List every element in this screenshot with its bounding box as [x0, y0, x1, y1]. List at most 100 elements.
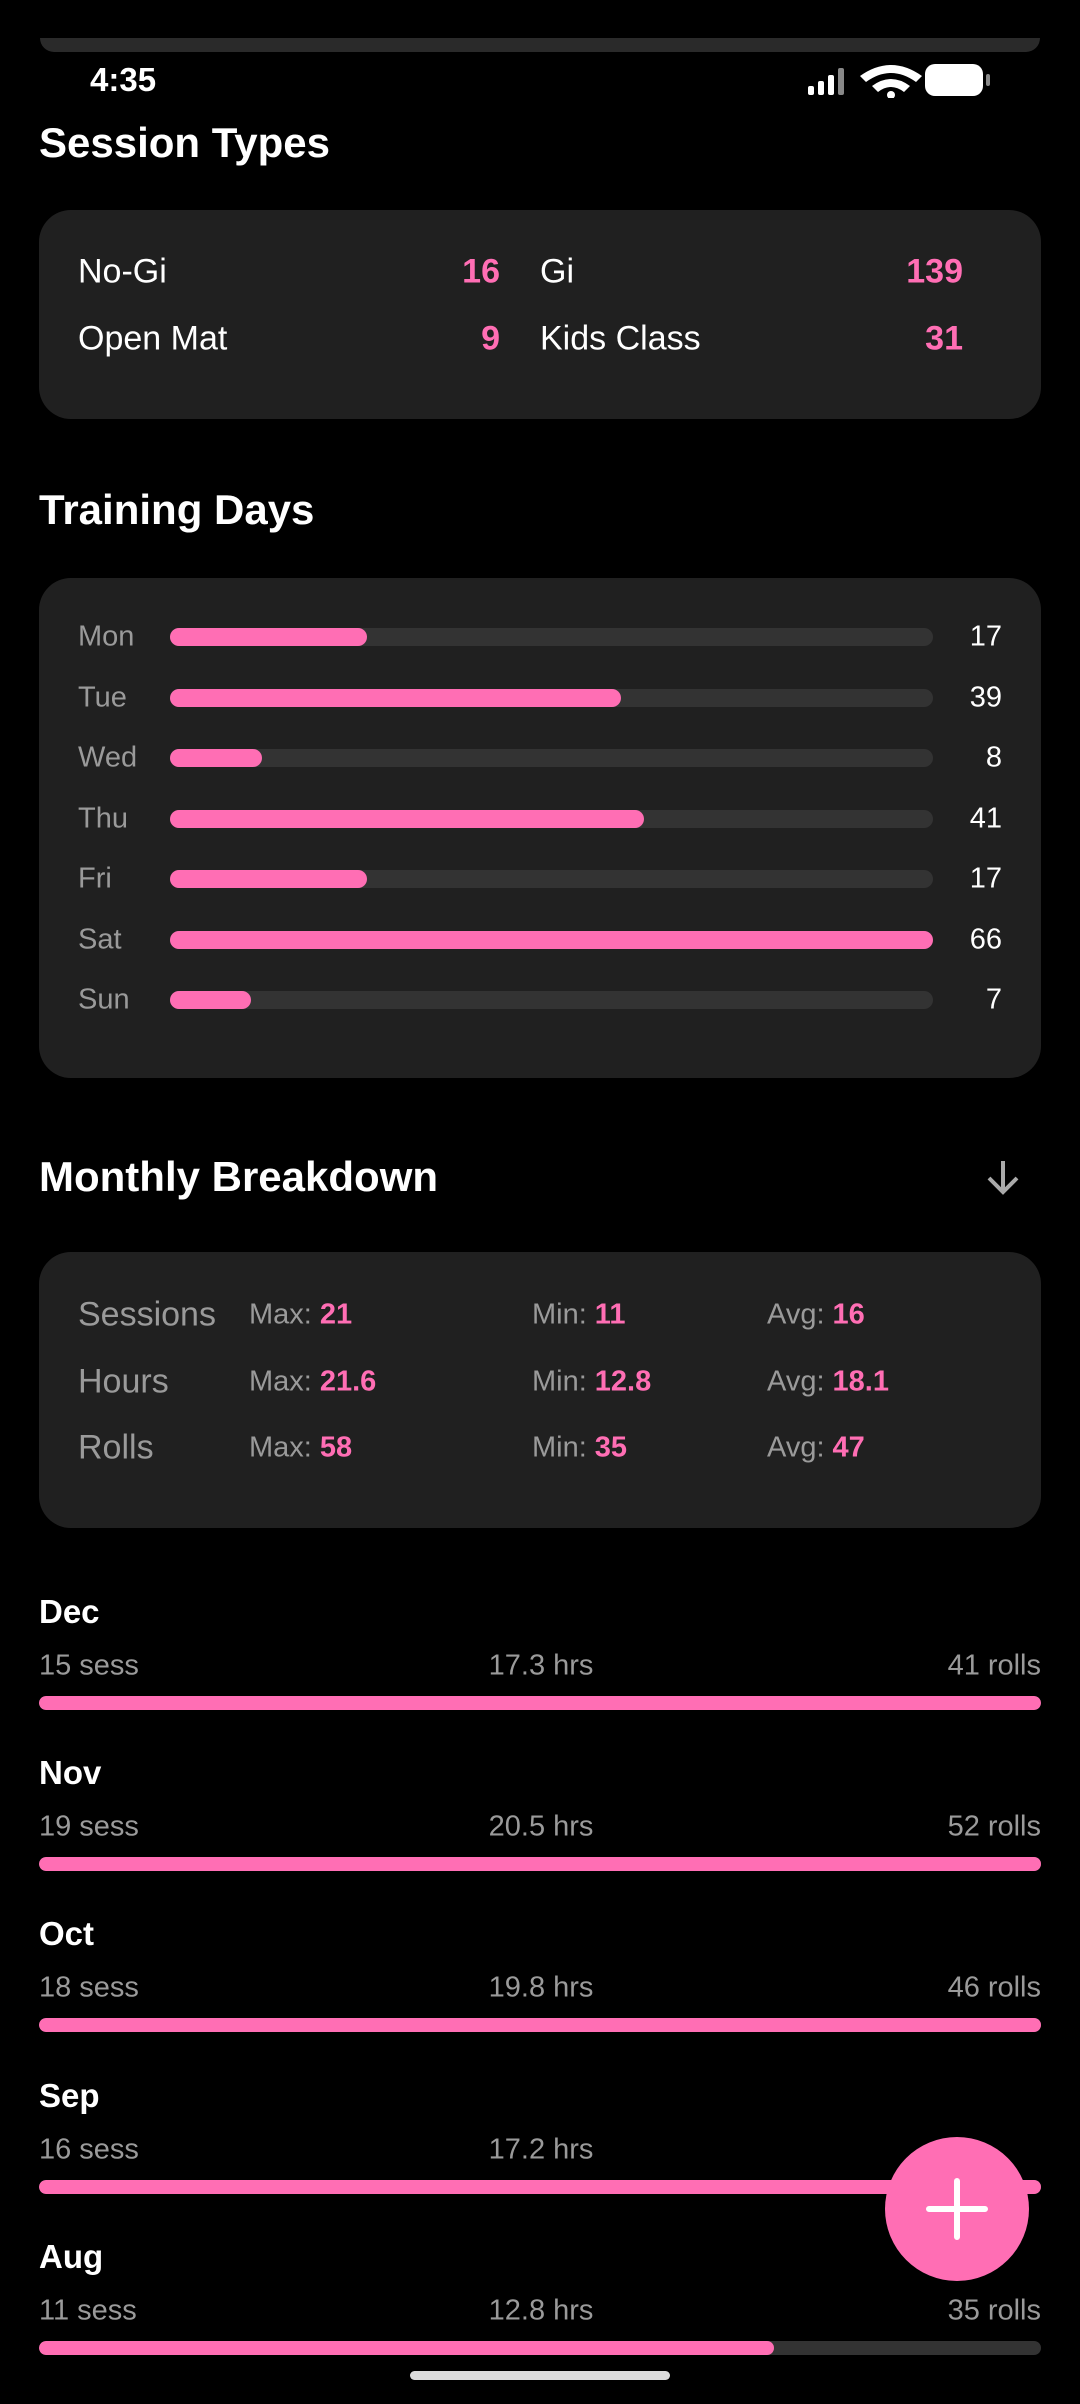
session-type-label: Gi: [540, 252, 574, 291]
card: [39, 210, 1041, 419]
section-title: Session Types: [39, 119, 331, 166]
month-rolls: 46 rolls: [948, 1972, 1041, 2005]
section-title: Monthly Breakdown: [39, 1153, 439, 1200]
month-hours: 17.3 hrs: [489, 1650, 594, 1683]
month-label: Dec: [39, 1593, 100, 1630]
month-rolls: 52 rolls: [948, 1811, 1041, 1844]
section-title: Training Days: [39, 486, 315, 533]
month-value: 46: [947, 1971, 980, 2004]
stat-cell: Max: 58: [249, 1432, 352, 1465]
stat-label: Rolls: [78, 1428, 154, 1467]
stat-cell: Max: 21: [249, 1299, 352, 1332]
month-bar: [39, 1857, 1041, 1872]
month-value: 11: [39, 2294, 70, 2327]
month-unit: sess: [77, 2294, 137, 2327]
stat-value: 58: [319, 1431, 353, 1464]
sort-button[interactable]: [983, 1157, 1023, 1197]
stat-name: Avg:: [767, 1365, 825, 1397]
status-time: 4:35: [90, 61, 157, 98]
day-label: Sat: [78, 923, 122, 955]
stat-cell: Min: 35: [532, 1432, 627, 1465]
session-type-count: 9: [481, 319, 500, 358]
stat-label: Hours: [78, 1362, 169, 1400]
month-value: 19.8: [488, 1971, 546, 2004]
month-track: [39, 1696, 1041, 1710]
month-value: 20.5: [488, 1810, 546, 1843]
day-label: Wed: [78, 741, 138, 774]
month-unit: sess: [79, 1971, 139, 2004]
month-label: Nov: [39, 1754, 102, 1792]
card: [39, 1252, 1041, 1528]
month-track: [39, 2018, 1041, 2033]
day-bar: [170, 870, 367, 888]
month-unit: hrs: [553, 1971, 594, 2004]
stat-cell: Max: 21.6: [249, 1365, 376, 1398]
month-hours: 17.2 hrs: [489, 2133, 594, 2166]
month-value: 18: [39, 1971, 72, 2004]
status-icons: [808, 64, 990, 98]
month-hours: 19.8 hrs: [489, 1972, 594, 2005]
month-unit: hrs: [553, 1810, 594, 1843]
stat-name: Avg:: [767, 1298, 825, 1331]
month-bar: [39, 1696, 1041, 1710]
month-label: Sep: [39, 2076, 100, 2114]
plus-icon: [926, 2178, 988, 2240]
stat-value: 11: [594, 1298, 626, 1331]
stat-name: Max:: [249, 1431, 312, 1464]
day-bar: [170, 991, 251, 1009]
day-label: Tue: [78, 681, 127, 713]
home-indicator: [410, 2371, 670, 2380]
day-label: Sun: [78, 983, 130, 1016]
stat-value: 47: [832, 1431, 865, 1464]
month-value: 19: [39, 1810, 72, 1843]
stat-cell: Min: 12.8: [532, 1365, 651, 1398]
month-label: Aug: [39, 2237, 104, 2275]
month-unit: hrs: [553, 2294, 594, 2327]
month-hours: 12.8 hrs: [489, 2294, 594, 2327]
month-unit: rolls: [987, 2294, 1041, 2327]
month-unit: rolls: [987, 1971, 1041, 2004]
day-count: 41: [969, 802, 1002, 834]
month-sessions: 15 sess: [39, 1650, 139, 1683]
month-unit: rolls: [987, 1810, 1041, 1843]
stat-value: 18.1: [832, 1365, 889, 1397]
day-bar: [170, 688, 621, 707]
stat-name: Min:: [532, 1365, 587, 1397]
month-value: 52: [947, 1810, 980, 1843]
session-type-count: 16: [462, 252, 500, 291]
add-button[interactable]: [885, 2137, 1029, 2281]
stat-value: 16: [832, 1298, 865, 1331]
month-value: 16: [39, 2133, 72, 2166]
month-sessions: 19 sess: [39, 1811, 139, 1844]
month-sessions: 18 sess: [39, 1972, 139, 2005]
stat-name: Avg:: [767, 1431, 825, 1464]
stat-cell: Avg: 16: [767, 1299, 865, 1332]
month-rolls: 41 rolls: [948, 1650, 1041, 1683]
stat-value: 21: [319, 1298, 353, 1331]
stat-name: Max:: [249, 1298, 312, 1331]
day-count: 66: [969, 923, 1002, 955]
session-type-label: Open Mat: [78, 319, 228, 358]
stat-label: Sessions: [78, 1295, 216, 1334]
month-track: [39, 2340, 1041, 2355]
stat-name: Min:: [532, 1298, 587, 1331]
stat-value: 12.8: [594, 1365, 652, 1397]
stat-name: Min:: [532, 1431, 587, 1464]
month-track: [39, 2179, 1041, 2194]
day-count: 7: [985, 983, 1002, 1016]
session-type-count: 31: [925, 319, 963, 358]
month-bar: [39, 2340, 774, 2355]
month-unit: rolls: [987, 1649, 1041, 1682]
day-bar: [170, 930, 933, 949]
session-type-label: No-Gi: [78, 252, 167, 291]
stat-cell: Min: 11: [532, 1299, 625, 1332]
month-unit: sess: [79, 2133, 139, 2166]
stat-cell: Avg: 47: [767, 1432, 865, 1465]
day-count: 39: [969, 681, 1002, 713]
month-sessions: 11 sess: [39, 2294, 137, 2327]
day-track: [170, 991, 933, 1009]
month-unit: hrs: [553, 1649, 594, 1682]
top-edge: [40, 38, 1040, 52]
day-count: 8: [985, 741, 1002, 774]
